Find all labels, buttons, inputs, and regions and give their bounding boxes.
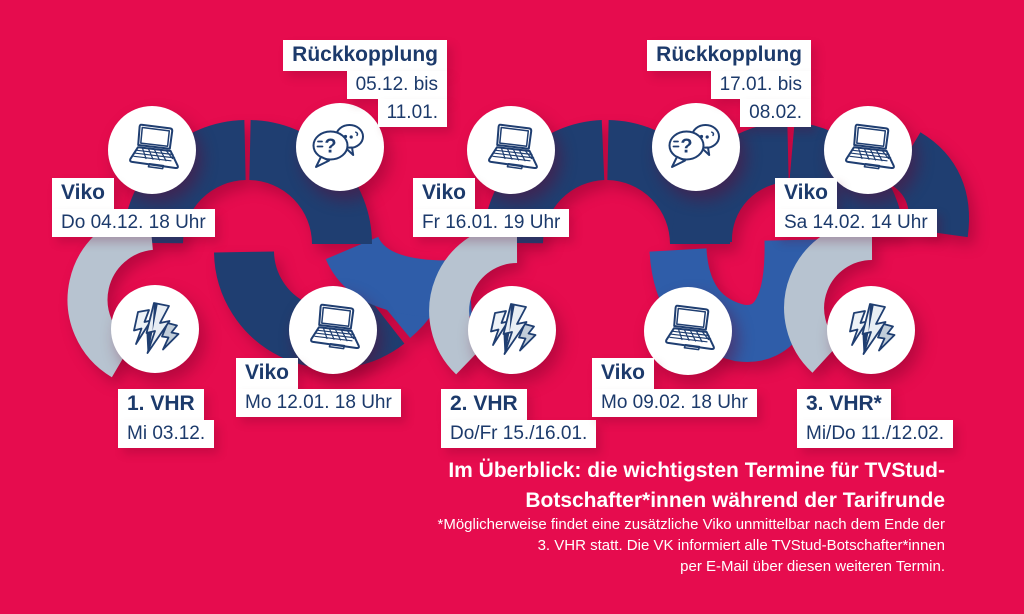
event-label-vhr-3: 3. VHR* Mi/Do 11./12.02.	[797, 389, 954, 448]
event-title: Viko	[236, 358, 298, 389]
event-title: Rückkopplung	[283, 40, 447, 71]
laptop-icon	[836, 118, 900, 182]
node-rueckkopplung-1	[296, 103, 384, 191]
event-date: 05.12. bis	[346, 70, 447, 99]
node-vhr-2	[468, 286, 556, 374]
event-date: Sa 14.02. 14 Uhr	[775, 208, 937, 237]
event-date: 08.02.	[740, 98, 811, 128]
footnote: *Möglicherweise findet eine zusätzliche …	[345, 514, 945, 577]
event-date: Fr 16.01. 19 Uhr	[413, 208, 570, 237]
footnote-line1: *Möglicherweise findet eine zusätzliche …	[437, 516, 945, 533]
laptop-icon	[656, 299, 720, 363]
event-date: Mi 03.12.	[118, 419, 215, 448]
footnote-line3: per E-Mail über diesen weiteren Termin.	[680, 558, 945, 575]
band-arch-3-left	[671, 122, 790, 245]
event-date: 17.01. bis	[710, 70, 811, 99]
event-title: 1. VHR	[118, 389, 204, 420]
event-label-viko-1402: Viko Sa 14.02. 14 Uhr	[775, 178, 937, 237]
node-viko-b4	[644, 287, 732, 375]
node-vhr-1	[111, 285, 199, 373]
event-title: 2. VHR	[441, 389, 527, 420]
event-label-rueckkopplung-1: Rückkopplung 05.12. bis 11.01.	[283, 40, 447, 128]
node-viko-dec	[108, 106, 196, 194]
event-date: Do/Fr 15./16.01.	[441, 419, 597, 448]
node-vhr-3	[827, 286, 915, 374]
event-title: Rückkopplung	[647, 40, 811, 71]
band-hook-2	[429, 223, 518, 375]
event-label-vhr-2: 2. VHR Do/Fr 15./16.01.	[441, 389, 597, 448]
laptop-icon	[301, 298, 365, 362]
laptop-icon	[479, 118, 543, 182]
node-viko-feb	[824, 106, 912, 194]
overview-heading-line2: Botschafter*innen während der Tarifrunde	[525, 489, 945, 512]
event-date: Do 04.12. 18 Uhr	[52, 208, 215, 237]
event-date: Mo 12.01. 18 Uhr	[236, 388, 401, 417]
event-label-rueckkopplung-2: Rückkopplung 17.01. bis 08.02.	[647, 40, 811, 128]
event-label-viko-1201: Viko Mo 12.01. 18 Uhr	[236, 358, 401, 417]
event-label-vhr-1: 1. VHR Mi 03.12.	[118, 389, 215, 448]
node-viko-b2	[289, 286, 377, 374]
lightning-icon	[480, 298, 544, 362]
node-viko-jan	[467, 106, 555, 194]
event-label-viko-1601: Viko Fr 16.01. 19 Uhr	[413, 178, 570, 237]
node-rueckkopplung-2	[652, 103, 740, 191]
event-title: Viko	[413, 178, 475, 209]
laptop-icon	[120, 118, 184, 182]
band-descent-3	[888, 132, 969, 238]
event-title: Viko	[775, 178, 837, 209]
event-title: 3. VHR*	[797, 389, 891, 420]
event-title: Viko	[52, 178, 114, 209]
band-hook-3	[784, 220, 873, 373]
lightning-icon	[839, 298, 903, 362]
footnote-line2: 3. VHR statt. Die VK informiert alle TVS…	[537, 537, 945, 554]
event-label-viko-0902: Viko Mo 09.02. 18 Uhr	[592, 358, 757, 417]
overview-heading: Im Überblick: die wichtigsten Termine fü…	[385, 456, 945, 516]
lightning-icon	[123, 297, 187, 361]
event-title: Viko	[592, 358, 654, 389]
event-label-viko-0412: Viko Do 04.12. 18 Uhr	[52, 178, 215, 237]
event-date: Mo 09.02. 18 Uhr	[592, 388, 757, 417]
event-date: 11.01.	[377, 98, 447, 128]
event-date: Mi/Do 11./12.02.	[797, 419, 954, 448]
overview-heading-line1: Im Überblick: die wichtigsten Termine fü…	[448, 459, 945, 482]
